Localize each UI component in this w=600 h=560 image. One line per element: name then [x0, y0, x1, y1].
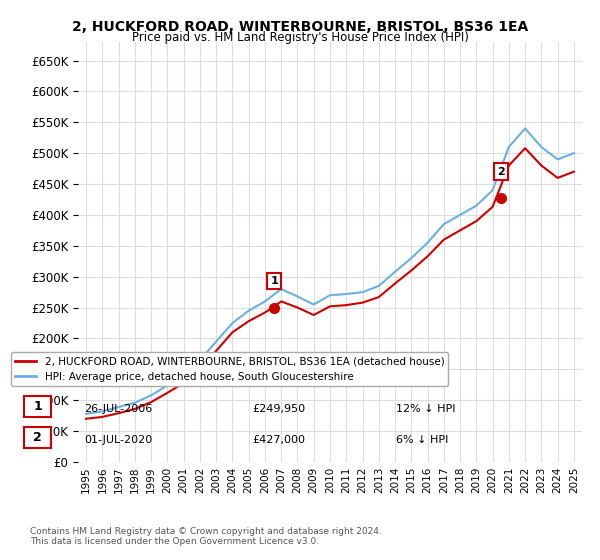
Text: £249,950: £249,950 — [252, 404, 305, 414]
Text: 26-JUL-2006: 26-JUL-2006 — [84, 404, 152, 414]
Legend: 2, HUCKFORD ROAD, WINTERBOURNE, BRISTOL, BS36 1EA (detached house), HPI: Average: 2, HUCKFORD ROAD, WINTERBOURNE, BRISTOL,… — [11, 352, 448, 386]
Text: 12% ↓ HPI: 12% ↓ HPI — [396, 404, 455, 414]
Text: 2, HUCKFORD ROAD, WINTERBOURNE, BRISTOL, BS36 1EA: 2, HUCKFORD ROAD, WINTERBOURNE, BRISTOL,… — [72, 20, 528, 34]
Text: 6% ↓ HPI: 6% ↓ HPI — [396, 435, 448, 445]
Text: 1: 1 — [33, 400, 42, 413]
Text: 2: 2 — [497, 167, 505, 176]
Text: £427,000: £427,000 — [252, 435, 305, 445]
Text: 01-JUL-2020: 01-JUL-2020 — [84, 435, 152, 445]
Text: Price paid vs. HM Land Registry's House Price Index (HPI): Price paid vs. HM Land Registry's House … — [131, 31, 469, 44]
Text: Contains HM Land Registry data © Crown copyright and database right 2024.
This d: Contains HM Land Registry data © Crown c… — [30, 526, 382, 546]
Text: 2: 2 — [33, 431, 42, 444]
Text: 1: 1 — [271, 276, 278, 286]
